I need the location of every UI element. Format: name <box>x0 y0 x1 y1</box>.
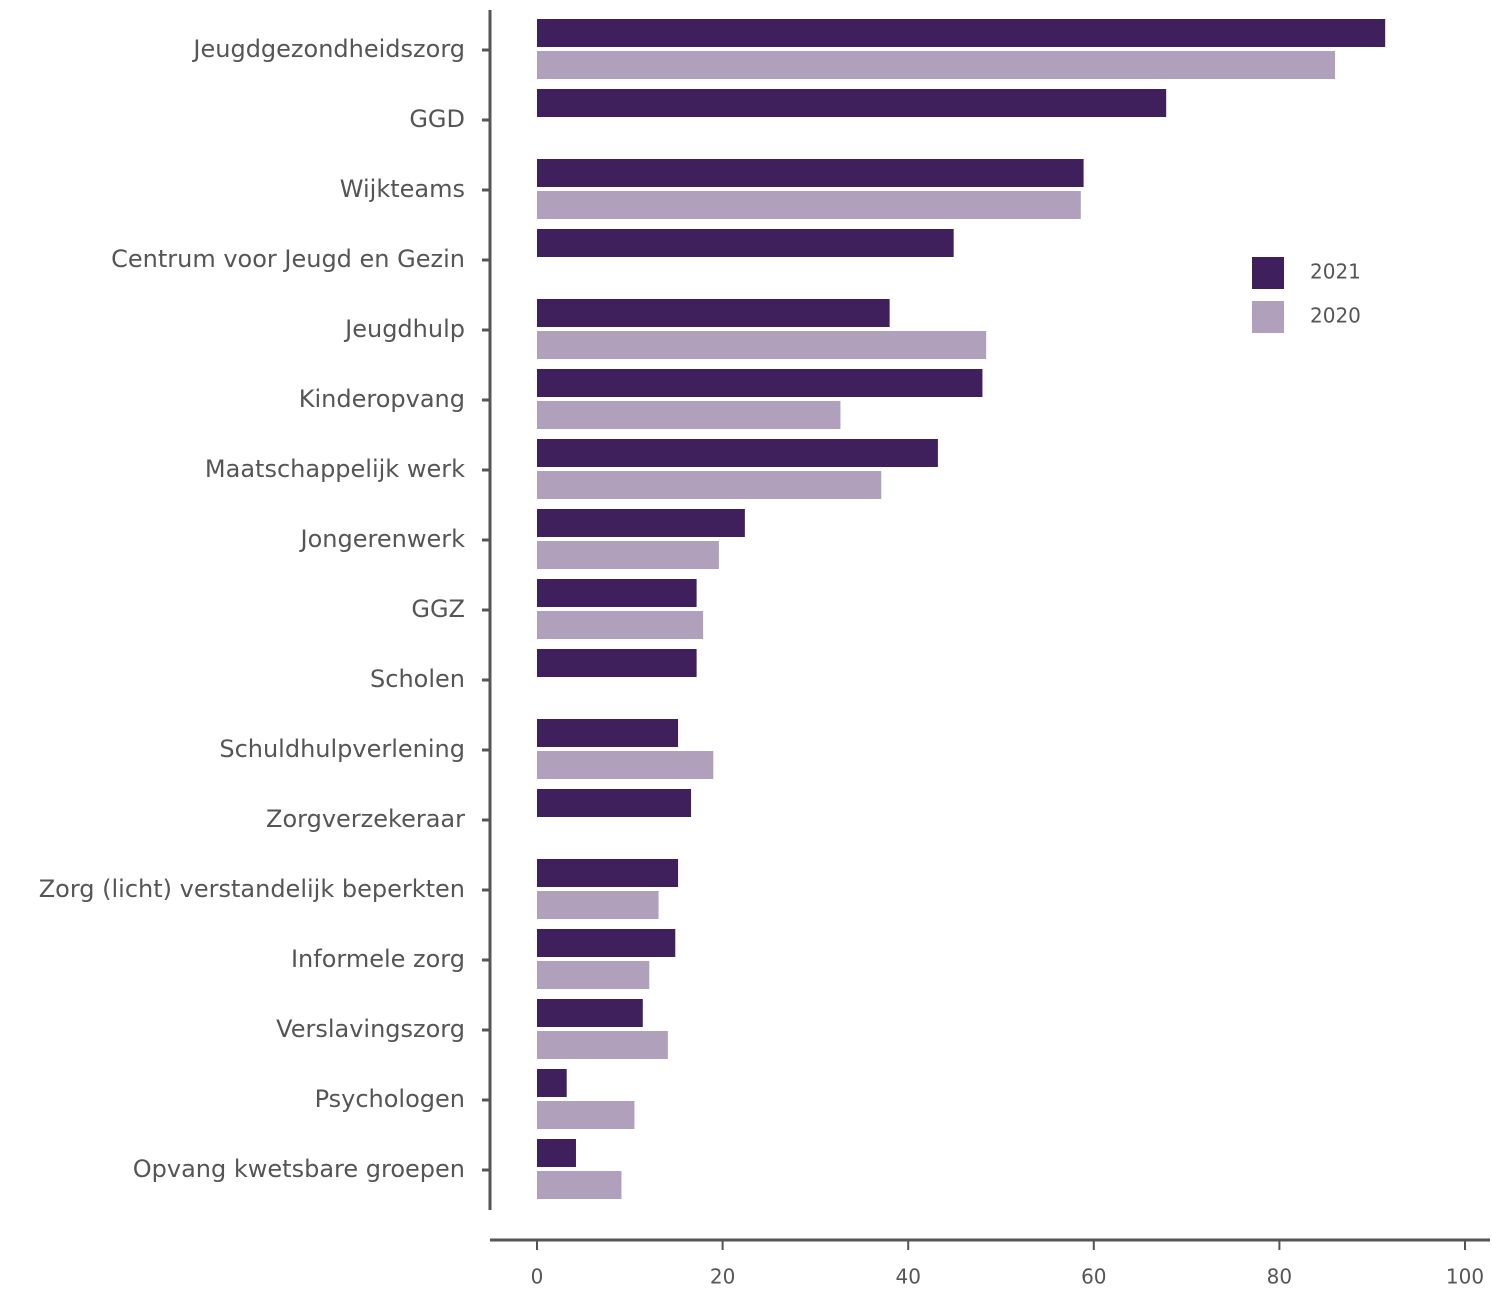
y-tick-label: Opvang kwetsbare groepen <box>133 1155 465 1183</box>
x-tick-label: 60 <box>1081 1265 1106 1289</box>
bar <box>537 961 650 989</box>
bar <box>537 1031 668 1059</box>
legend-swatch <box>1252 257 1284 289</box>
bar <box>537 331 987 359</box>
bar <box>537 1171 622 1199</box>
x-tick-label: 40 <box>895 1265 920 1289</box>
bar <box>537 579 697 607</box>
x-tick-label: 80 <box>1267 1265 1292 1289</box>
bar <box>537 751 714 779</box>
y-tick-label: Zorg (licht) verstandelijk beperkten <box>39 875 465 903</box>
y-tick-label: Jeugdhulp <box>343 315 465 343</box>
y-tick-label: Schuldhulpverlening <box>219 735 465 763</box>
bar <box>537 401 841 429</box>
legend-swatch <box>1252 301 1284 333</box>
bar <box>537 439 938 467</box>
bar <box>537 89 1167 117</box>
bar <box>537 471 882 499</box>
bar <box>537 1101 635 1129</box>
y-tick-label: Zorgverzekeraar <box>266 805 465 833</box>
bar <box>537 191 1081 219</box>
bar <box>537 541 719 569</box>
y-tick-label: GGZ <box>411 595 465 623</box>
bar <box>537 649 697 677</box>
bar <box>537 859 679 887</box>
bar <box>537 369 983 397</box>
y-tick-label: Jeugdgezondheidszorg <box>191 35 465 63</box>
bar <box>537 1139 576 1167</box>
bar <box>537 789 692 817</box>
bar <box>537 299 890 327</box>
y-tick-label: Centrum voor Jeugd en Gezin <box>111 245 465 273</box>
bar <box>537 159 1084 187</box>
legend-label: 2021 <box>1310 260 1361 284</box>
bar <box>537 611 704 639</box>
bar <box>537 1069 567 1097</box>
y-tick-label: GGD <box>409 105 465 133</box>
y-tick-label: Informele zorg <box>291 945 465 973</box>
y-tick-label: Scholen <box>370 665 465 693</box>
y-tick-label: Kinderopvang <box>299 385 465 413</box>
y-tick-label: Maatschappelijk werk <box>205 455 465 483</box>
bar <box>537 19 1386 47</box>
x-tick-label: 0 <box>531 1265 544 1289</box>
x-tick-label: 20 <box>710 1265 735 1289</box>
bar <box>537 891 659 919</box>
bar <box>537 51 1336 79</box>
bar <box>537 229 954 257</box>
bar <box>537 509 745 537</box>
y-tick-label: Wijkteams <box>340 175 465 203</box>
y-tick-label: Verslavingszorg <box>276 1015 465 1043</box>
bar <box>537 929 676 957</box>
y-tick-label: Psychologen <box>315 1085 465 1113</box>
bar <box>537 999 643 1027</box>
x-tick-label: 100 <box>1446 1265 1484 1289</box>
legend-label: 2020 <box>1310 304 1361 328</box>
y-tick-label: Jongerenwerk <box>299 525 466 553</box>
bar <box>537 719 679 747</box>
